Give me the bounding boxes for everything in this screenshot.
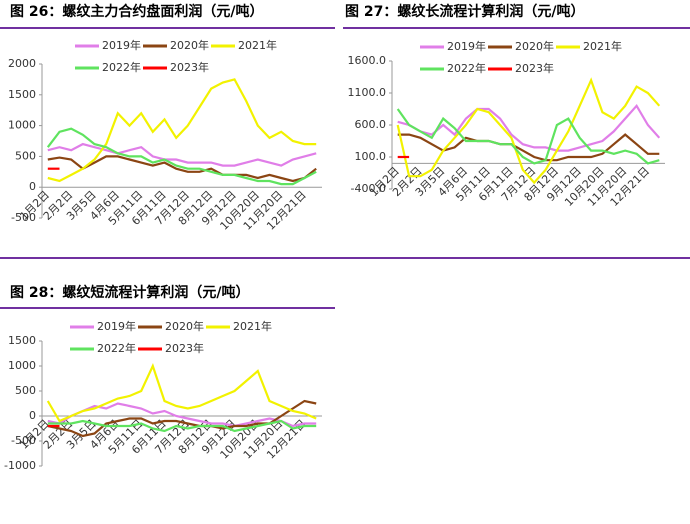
series-line xyxy=(397,103,661,152)
legend-label: 2023年 xyxy=(165,341,204,355)
legend-label: 2019年 xyxy=(97,319,136,333)
y-tick-label: 600.0 xyxy=(355,118,387,131)
legend-label: 2021年 xyxy=(233,319,272,333)
legend-label: 2020年 xyxy=(165,319,204,333)
chart-title: 图 27：螺纹长流程计算利润（元/吨） xyxy=(345,3,584,20)
y-tick-label: 0 xyxy=(29,180,36,193)
y-tick-label: 1000 xyxy=(8,119,36,132)
legend-label: 2023年 xyxy=(515,61,554,75)
legend-label: 2019年 xyxy=(102,38,141,52)
chart-title: 图 28：螺纹短流程计算利润（元/吨） xyxy=(10,284,249,301)
y-tick-label: 500 xyxy=(15,384,36,397)
series-line xyxy=(46,363,317,423)
legend-label: 2021年 xyxy=(583,39,622,53)
series-line xyxy=(47,78,317,183)
legend-label: 2022年 xyxy=(97,341,136,355)
series-line xyxy=(397,133,660,162)
y-tick-label: 500 xyxy=(15,149,36,162)
legend-label: 2022年 xyxy=(447,61,486,75)
legend-label: 2020年 xyxy=(170,38,209,52)
y-tick-label: 1500 xyxy=(8,88,36,101)
series-line xyxy=(47,142,317,167)
series-line xyxy=(47,155,317,183)
y-tick-label: 100.0 xyxy=(355,150,387,163)
legend-label: 2021年 xyxy=(238,38,277,52)
chart-title: 图 26：螺纹主力合约盘面利润（元/吨） xyxy=(10,3,263,20)
y-tick-label: -1000 xyxy=(4,459,36,472)
y-tick-label: -500 xyxy=(11,434,36,447)
series-line xyxy=(46,127,317,186)
y-tick-label: -400.0 xyxy=(351,182,386,195)
series-line xyxy=(396,77,661,185)
y-tick-label: -500 xyxy=(11,211,36,224)
series-line xyxy=(47,419,317,433)
legend-label: 2022年 xyxy=(102,60,141,74)
legend-label: 2019年 xyxy=(447,39,486,53)
series-line xyxy=(47,402,317,428)
series-line xyxy=(396,108,660,165)
y-tick-label: 0 xyxy=(29,409,36,422)
y-tick-label: 1600.0 xyxy=(348,54,387,67)
y-tick-label: 2000 xyxy=(8,57,36,70)
y-tick-label: 1500 xyxy=(8,334,36,347)
y-tick-label: 1100.0 xyxy=(348,86,387,99)
legend-label: 2020年 xyxy=(515,39,554,53)
y-tick-label: 1000 xyxy=(8,359,36,372)
legend-label: 2023年 xyxy=(170,60,209,74)
